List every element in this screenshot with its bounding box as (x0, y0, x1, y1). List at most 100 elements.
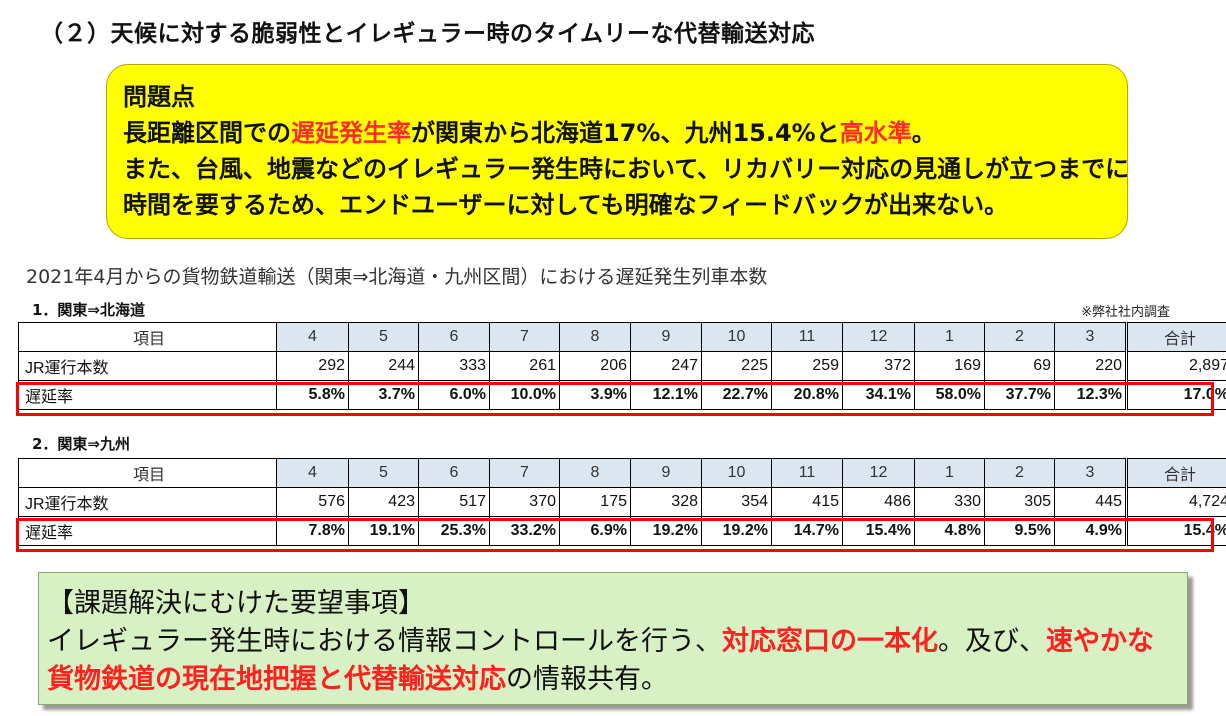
total-cell: 15.4% (1125, 516, 1226, 546)
table-cell: 206 (559, 351, 631, 381)
table-cell: 305 (984, 487, 1055, 517)
request-line-1: 【課題解決にむけた要望事項】 (47, 588, 425, 619)
table-cell: 9.5% (984, 516, 1055, 546)
problem-line-3: 時間を要するため、エンドユーザーに対しても明確なフィードバックが出来ない。 (123, 191, 1009, 219)
table-cell: 19.1% (348, 516, 419, 546)
table-cell: 6.0% (418, 380, 490, 410)
total-cell: 4,724 (1125, 487, 1226, 517)
table-cell: 33.2% (489, 516, 560, 546)
month-header: 2 (984, 458, 1055, 488)
table-header-row: 項目 4 5 6 7 8 9 10 11 12 1 2 3 合計 (18, 322, 1226, 352)
request-highlight: 対応窓口の一本化 (722, 626, 938, 657)
table-cell: 328 (630, 487, 702, 517)
month-header: 6 (418, 458, 490, 488)
table-cell: 261 (489, 351, 560, 381)
table-cell: 225 (701, 351, 772, 381)
month-header: 9 (630, 458, 702, 488)
page-title: （２）天候に対する脆弱性とイレギュラー時のタイムリーな代替輸送対応 (40, 21, 816, 47)
row-label: 項目 (18, 322, 277, 352)
table-kyushu: 項目 4 5 6 7 8 9 10 11 12 1 2 3 合計 JR運行本数 576 423 517 370 175… (18, 458, 1226, 546)
table-cell: 3.7% (348, 380, 419, 410)
request-text: イレギュラー発生時における情報コントロールを行う、 (47, 626, 722, 657)
month-header: 11 (771, 322, 843, 352)
table-hokkaido: 項目 4 5 6 7 8 9 10 11 12 1 2 3 合計 JR運行本数 292 244 333 261 206… (18, 322, 1226, 410)
table-cell: 292 (276, 351, 349, 381)
table-cell: 4.8% (914, 516, 985, 546)
table-cell: 220 (1054, 351, 1127, 381)
month-header: 7 (489, 322, 560, 352)
table-cell: 12.1% (630, 380, 702, 410)
table-cell: 175 (559, 487, 631, 517)
month-header: 5 (348, 322, 419, 352)
month-header: 1 (914, 322, 985, 352)
section-title-hokkaido: 1．関東⇒北海道 (32, 301, 146, 319)
table-cell: 25.3% (418, 516, 490, 546)
problem-box: 問題点 長距離区間での遅延発生率が関東から北海道17%、九州15.4%と高水準。… (106, 64, 1130, 239)
total-header: 合計 (1125, 322, 1226, 352)
month-header: 11 (771, 458, 843, 488)
month-header: 1 (914, 458, 985, 488)
problem-highlight: 遅延発生率 (291, 119, 411, 147)
month-header: 2 (984, 322, 1055, 352)
month-header: 4 (276, 322, 349, 352)
table-cell: 354 (701, 487, 772, 517)
month-header: 7 (489, 458, 560, 488)
table-cell: 5.8% (276, 380, 349, 410)
table-row-delay-rate: 遅延率 5.8% 3.7% 6.0% 10.0% 3.9% 12.1% 22.7% 20.8% 3… (18, 380, 1226, 410)
row-label: 遅延率 (18, 516, 277, 546)
month-header: 8 (559, 458, 631, 488)
table-cell: 4.9% (1054, 516, 1127, 546)
table-cell: 247 (630, 351, 702, 381)
table-cell: 69 (984, 351, 1055, 381)
source-note: ※弊社社内調査 (1081, 305, 1170, 320)
total-cell: 17.0% (1125, 380, 1226, 410)
table-cell: 169 (914, 351, 985, 381)
table-cell: 14.7% (771, 516, 843, 546)
request-box: 【課題解決にむけた要望事項】 イレギュラー発生時における情報コントロールを行う、… (38, 572, 1188, 705)
month-header: 12 (842, 458, 915, 488)
month-header: 10 (701, 458, 772, 488)
row-label: 項目 (18, 458, 277, 488)
table-cell: 6.9% (559, 516, 631, 546)
table-cell: 372 (842, 351, 915, 381)
table-cell: 19.2% (630, 516, 702, 546)
month-header: 3 (1054, 322, 1127, 352)
row-label: JR運行本数 (18, 351, 277, 381)
problem-text: 長距離区間での (123, 119, 291, 147)
request-text: 。及び、 (938, 626, 1046, 657)
month-header: 4 (276, 458, 349, 488)
table-cell: 15.4% (842, 516, 915, 546)
table-row-delay-rate: 遅延率 7.8% 19.1% 25.3% 33.2% 6.9% 19.2% 19.2% 14.7… (18, 516, 1226, 546)
highlight-frame-kyushu (16, 518, 1214, 552)
table-cell: 34.1% (842, 380, 915, 410)
problem-text: が関東から北海道17%、九州15.4%と (411, 119, 840, 147)
highlight-frame-hokkaido (16, 382, 1214, 416)
request-line-3: 貨物鉄道の現在地把握と代替輸送対応の情報共有。 (47, 661, 1187, 699)
table-cell: 517 (418, 487, 490, 517)
request-text: の情報共有。 (506, 664, 668, 695)
row-label: 遅延率 (18, 380, 277, 410)
table-cell: 445 (1054, 487, 1127, 517)
table-cell: 7.8% (276, 516, 349, 546)
month-header: 12 (842, 322, 915, 352)
table-cell: 3.9% (559, 380, 631, 410)
month-header: 8 (559, 322, 631, 352)
month-header: 9 (630, 322, 702, 352)
table-cell: 330 (914, 487, 985, 517)
table-cell: 19.2% (701, 516, 772, 546)
month-header: 6 (418, 322, 490, 352)
table-cell: 370 (489, 487, 560, 517)
request-highlight: 貨物鉄道の現在地把握と代替輸送対応 (47, 664, 506, 695)
table-cell: 486 (842, 487, 915, 517)
table-row-runs: JR運行本数 576 423 517 370 175 328 354 415 486 330 305 4… (18, 487, 1226, 517)
row-label: JR運行本数 (18, 487, 277, 517)
problem-line-1: 長距離区間での遅延発生率が関東から北海道17%、九州15.4%と高水準。 (123, 115, 1127, 151)
table-cell: 333 (418, 351, 490, 381)
table-row-runs: JR運行本数 292 244 333 261 206 247 225 259 372 169 69 22… (18, 351, 1226, 381)
table-cell: 22.7% (701, 380, 772, 410)
total-header: 合計 (1125, 458, 1226, 488)
table-subtitle: 2021年4月からの貨物鉄道輸送（関東⇒北海道・九州区間）における遅延発生列車本… (26, 266, 768, 288)
table-cell: 244 (348, 351, 419, 381)
problem-line-2: また、台風、地震などのイレギュラー発生時において、リカバリー対応の見通しが立つま… (123, 155, 1130, 183)
table-cell: 58.0% (914, 380, 985, 410)
